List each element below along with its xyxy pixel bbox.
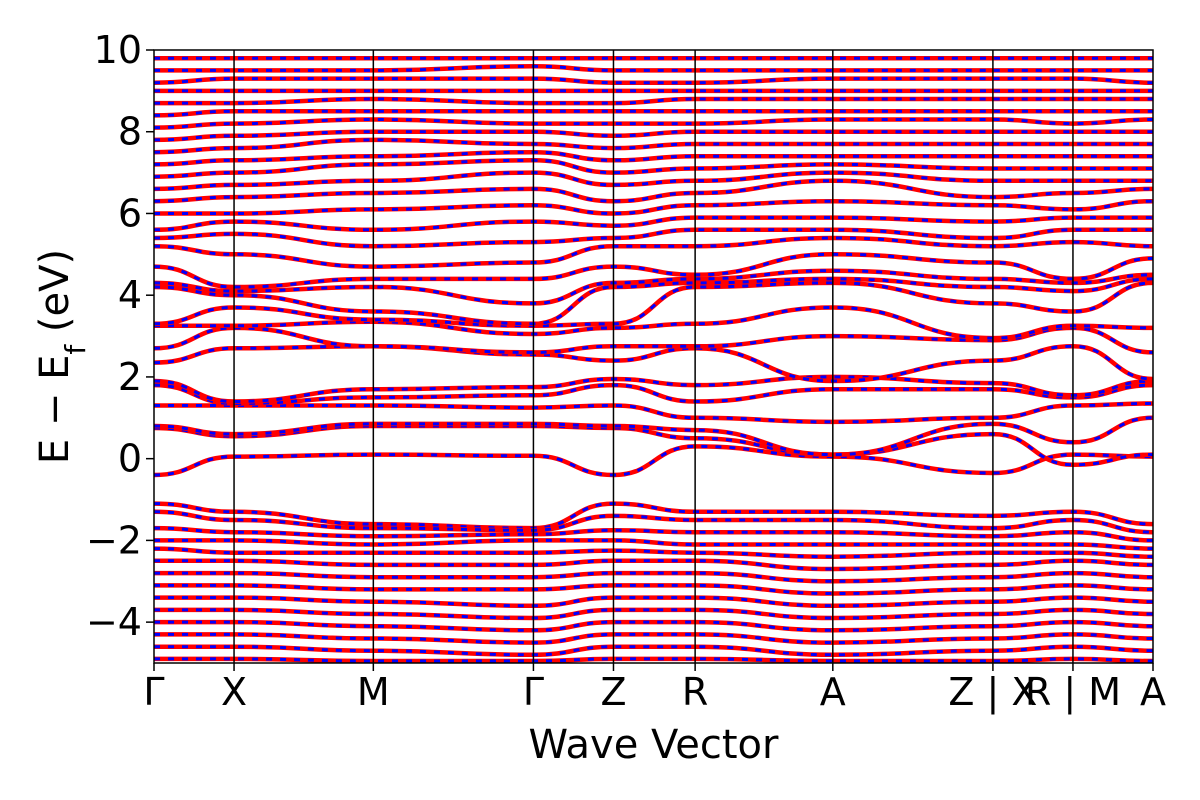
band-line-spin-up [154, 158, 1153, 179]
kpoint-label: X [221, 670, 247, 714]
band-line-spin-down [154, 281, 1153, 328]
band-line-spin-up [154, 109, 1153, 118]
band-line-spin-down [154, 559, 1153, 571]
band-line-spin-down [154, 596, 1153, 608]
kpoint-label: A [820, 670, 846, 714]
y-tick-label: 6 [118, 191, 142, 235]
band-line-spin-down [154, 130, 1153, 142]
y-axis-label-tail: (eV) [32, 249, 78, 345]
band-line-spin-up [154, 607, 1153, 621]
band-line-spin-up [154, 558, 1153, 572]
band-line-spin-up [154, 117, 1153, 130]
band-line-spin-down [154, 277, 1153, 326]
band-line-spin-up [154, 137, 1153, 155]
band-line-spin-down [154, 138, 1153, 154]
band-line-spin-down [154, 171, 1153, 191]
band-line-spin-down [154, 502, 1153, 530]
plot-frame [153, 49, 1154, 664]
band-line-spin-down [154, 326, 1153, 354]
band-line-spin-up [154, 656, 1153, 663]
band-line-spin-up [154, 644, 1153, 658]
kpoint-label: Z | X [948, 670, 1037, 715]
band-line-spin-up [154, 129, 1153, 143]
kpoint-label: M [357, 670, 390, 714]
band-line-spin-down [154, 158, 1153, 179]
band-line-spin-up [154, 149, 1153, 167]
band-line-spin-up [154, 546, 1153, 559]
band-line-spin-down [154, 199, 1153, 216]
y-axis-label: E − Ef (eV) [32, 249, 92, 464]
band-line-spin-up [154, 570, 1153, 584]
band-line-spin-down [154, 547, 1153, 559]
kpoint-label: Γ [523, 670, 544, 714]
band-line-spin-down [154, 620, 1153, 632]
band-line-spin-down [154, 583, 1153, 596]
y-tick-label: 8 [118, 110, 142, 154]
kpoint-label: R | M [1025, 670, 1121, 715]
band-line-spin-up [154, 619, 1153, 633]
kpoint-label: Z [600, 670, 626, 714]
y-axis-label-sub: f [59, 344, 92, 355]
band-line-spin-down [154, 645, 1153, 657]
band-line-spin-down [154, 269, 1153, 305]
band-line-spin-up [154, 538, 1153, 551]
band-line-spin-down [154, 571, 1153, 583]
kpoint-label: A [1140, 670, 1166, 714]
band-line-spin-down [154, 77, 1153, 85]
band-line-spin-down [154, 216, 1153, 232]
band-line-spin-down [154, 375, 1153, 404]
band-line-spin-up [154, 344, 1153, 384]
band-line-spin-down [154, 383, 1153, 406]
band-line-spin-down [154, 117, 1153, 130]
band-line-spin-down [154, 252, 1153, 289]
y-ticks: −4 −2 0 2 4 6 8 10 [86, 28, 154, 644]
bands-layer [154, 55, 1153, 663]
band-line-spin-down [154, 179, 1153, 203]
band-line-spin-down [154, 150, 1153, 166]
band-line-spin-down [154, 109, 1153, 117]
kpoint-lines [233, 50, 1074, 663]
band-line-spin-down [154, 97, 1153, 105]
band-line-spin-up [154, 76, 1153, 85]
band-line-spin-down [154, 526, 1153, 542]
x-ticks: Γ X M Γ Z R A Z | XR | M A [143, 663, 1166, 715]
band-line-spin-up [154, 276, 1153, 327]
band-line-spin-down [154, 228, 1153, 248]
band-line-spin-down [154, 608, 1153, 620]
y-tick-label: 10 [94, 28, 142, 72]
kpoint-label: Γ [143, 670, 164, 714]
band-line-spin-up [154, 215, 1153, 233]
band-line-spin-up [154, 96, 1153, 106]
band-line-spin-up [154, 64, 1153, 73]
y-tick-label: −2 [86, 518, 142, 562]
y-axis-label-main: E − E [32, 355, 78, 465]
band-line-spin-up [154, 227, 1153, 249]
band-line-spin-up [154, 632, 1153, 645]
band-line-spin-up [154, 583, 1153, 596]
band-line-spin-down [154, 64, 1153, 72]
x-axis-label: Wave Vector [529, 722, 780, 768]
band-line-spin-down [154, 305, 1153, 340]
band-line-spin-down [154, 632, 1153, 645]
y-tick-label: −4 [86, 600, 142, 644]
band-line-spin-down [154, 402, 1153, 424]
band-line-spin-down [154, 657, 1153, 663]
band-line-spin-down [154, 344, 1153, 383]
y-tick-label: 2 [118, 355, 142, 399]
band-line-spin-down [154, 236, 1153, 269]
band-line-spin-up [154, 595, 1153, 609]
band-line-spin-down [154, 510, 1153, 534]
band-line-spin-up [154, 198, 1153, 216]
kpoint-label: R [682, 670, 708, 714]
band-line-spin-up [154, 170, 1153, 192]
band-line-spin-down [154, 416, 1153, 457]
band-line-spin-up [154, 401, 1153, 425]
y-tick-label: 0 [118, 437, 142, 481]
y-tick-label: 4 [118, 273, 142, 317]
band-line-spin-up [154, 444, 1153, 478]
